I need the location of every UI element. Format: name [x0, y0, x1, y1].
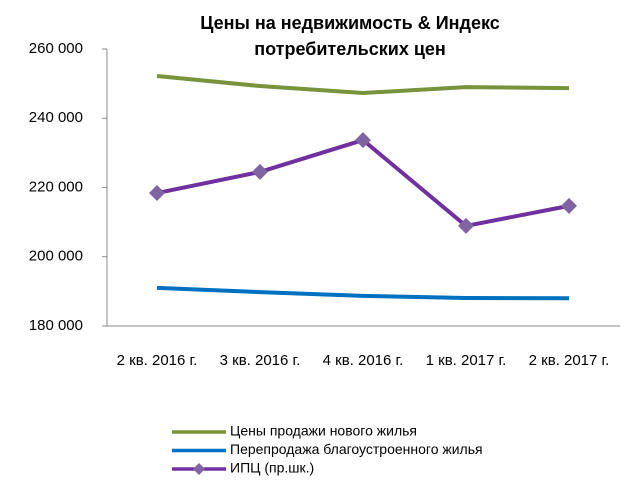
x-tick-label: 1 кв. 2017 г. [425, 352, 507, 369]
marker [458, 217, 474, 234]
x-tick-label: 2 кв. 2017 г. [528, 352, 610, 369]
y-tick-label: 240 000 [29, 109, 83, 126]
x-tick-label: 2 кв. 2016 г. [116, 352, 198, 369]
marker [252, 163, 268, 180]
marker [149, 185, 165, 202]
y-tick-label: 220 000 [29, 178, 83, 195]
legend-label: Перепродажа благоустроенного жилья [230, 441, 483, 457]
y-tick-label: 180 000 [29, 317, 83, 334]
legend-label: Цены продажи нового жилья [230, 423, 417, 439]
x-tick-label: 4 кв. 2016 г. [322, 352, 404, 369]
legend-marker [193, 463, 205, 475]
y-tick-label: 200 000 [29, 248, 83, 265]
marker [561, 197, 577, 214]
series-line [156, 138, 570, 228]
y-tick-label: 260 000 [29, 40, 83, 57]
series-line [156, 285, 570, 301]
series-line [156, 74, 570, 95]
x-tick-label: 3 кв. 2016 г. [219, 352, 301, 369]
chart-title: Цены на недвижимость & Индекс потребител… [200, 13, 500, 59]
marker [355, 132, 371, 149]
legend-label: ИПЦ (пр.шк.) [230, 460, 314, 476]
